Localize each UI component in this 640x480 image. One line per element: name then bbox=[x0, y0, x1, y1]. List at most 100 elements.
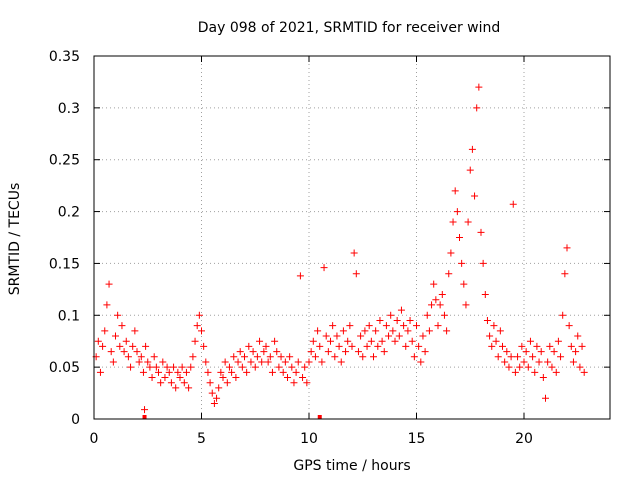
data-point bbox=[453, 208, 461, 216]
data-point bbox=[554, 337, 562, 345]
data-point bbox=[499, 342, 506, 350]
data-point bbox=[135, 358, 143, 366]
data-point bbox=[440, 311, 448, 319]
data-point bbox=[198, 327, 205, 335]
data-point bbox=[477, 228, 485, 236]
data-point bbox=[314, 327, 322, 335]
data-point bbox=[357, 332, 365, 340]
data-point bbox=[363, 342, 371, 350]
data-point bbox=[107, 348, 115, 356]
data-point bbox=[307, 348, 315, 356]
data-point bbox=[494, 353, 502, 361]
data-point bbox=[303, 379, 311, 387]
data-point bbox=[292, 368, 300, 376]
data-point bbox=[531, 368, 539, 376]
data-point bbox=[264, 358, 272, 366]
data-point bbox=[253, 353, 261, 361]
axis-ticks bbox=[93, 55, 610, 420]
data-point bbox=[559, 311, 567, 319]
data-point bbox=[337, 358, 345, 366]
data-point bbox=[182, 368, 190, 376]
data-point bbox=[447, 249, 455, 257]
data-point bbox=[389, 327, 397, 335]
data-point bbox=[133, 348, 141, 356]
data-point bbox=[501, 358, 509, 366]
data-point bbox=[324, 348, 332, 356]
data-point bbox=[395, 332, 403, 340]
data-point bbox=[309, 337, 317, 345]
data-point bbox=[155, 368, 162, 376]
data-point bbox=[421, 348, 429, 356]
data-point bbox=[137, 353, 145, 361]
data-point bbox=[266, 353, 274, 361]
data-point bbox=[404, 327, 412, 335]
plot-area bbox=[93, 55, 611, 420]
data-point bbox=[129, 342, 137, 350]
data-point bbox=[557, 353, 565, 361]
data-point bbox=[438, 291, 446, 299]
data-point bbox=[320, 264, 328, 272]
data-point bbox=[483, 316, 491, 324]
data-point bbox=[236, 348, 244, 356]
data-point bbox=[335, 342, 343, 350]
data-point bbox=[496, 327, 504, 335]
data-point bbox=[346, 322, 354, 330]
data-point bbox=[380, 348, 388, 356]
data-point bbox=[423, 311, 431, 319]
data-point bbox=[486, 332, 494, 340]
data-point bbox=[537, 348, 545, 356]
data-point bbox=[391, 337, 399, 345]
data-point bbox=[329, 322, 337, 330]
data-point bbox=[294, 358, 302, 366]
data-point bbox=[352, 270, 360, 278]
data-point bbox=[372, 327, 380, 335]
tick-labels: 0 5 10 15 20 0 0.05 0.1 0.15 0.2 0.25 0.3 0.35 bbox=[49, 49, 533, 447]
data-point bbox=[271, 337, 279, 345]
data-point bbox=[275, 363, 283, 371]
data-point bbox=[402, 342, 410, 350]
data-point bbox=[529, 353, 537, 361]
data-point bbox=[518, 342, 526, 350]
data-point bbox=[103, 301, 111, 309]
data-point bbox=[161, 374, 169, 382]
data-point bbox=[374, 342, 382, 350]
data-point bbox=[569, 358, 577, 366]
data-point bbox=[273, 348, 281, 356]
data-point bbox=[466, 166, 474, 174]
data-point bbox=[290, 379, 298, 387]
data-point bbox=[96, 368, 104, 376]
data-point bbox=[359, 353, 367, 361]
axis-marker bbox=[142, 415, 147, 419]
data-point bbox=[260, 348, 268, 356]
data-point bbox=[548, 363, 556, 371]
data-point bbox=[488, 342, 496, 350]
data-point bbox=[148, 374, 156, 382]
data-point bbox=[232, 374, 240, 382]
data-point bbox=[415, 342, 423, 350]
data-point bbox=[471, 192, 479, 200]
data-point bbox=[286, 353, 294, 361]
data-point bbox=[185, 384, 193, 392]
data-point bbox=[127, 363, 135, 371]
y-tick-label: 0.05 bbox=[49, 360, 80, 376]
data-point bbox=[238, 363, 246, 371]
data-point bbox=[408, 337, 416, 345]
data-point bbox=[567, 342, 575, 350]
data-point bbox=[385, 332, 393, 340]
data-point bbox=[331, 353, 339, 361]
data-point bbox=[144, 358, 152, 366]
data-point bbox=[165, 368, 173, 376]
data-point bbox=[464, 218, 472, 226]
data-point bbox=[552, 368, 560, 376]
data-point bbox=[150, 353, 158, 361]
y-tick-label: 0 bbox=[71, 412, 80, 428]
data-point bbox=[180, 379, 188, 387]
data-point bbox=[400, 322, 408, 330]
data-point bbox=[221, 358, 229, 366]
data-point bbox=[189, 353, 197, 361]
data-point bbox=[124, 353, 132, 361]
y-tick-label: 0.15 bbox=[49, 256, 80, 272]
data-point bbox=[468, 145, 476, 153]
data-point bbox=[333, 332, 341, 340]
data-point bbox=[301, 363, 309, 371]
